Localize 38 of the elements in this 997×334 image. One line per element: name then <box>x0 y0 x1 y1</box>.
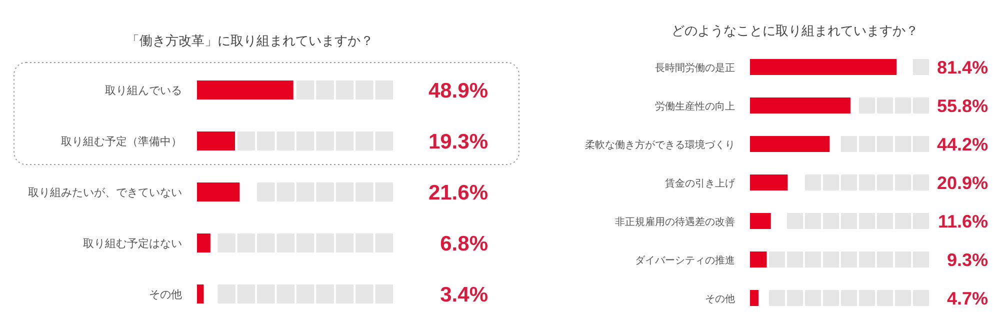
category-label: 非正規雇用の待遇差の改善 <box>615 217 735 228</box>
bar <box>750 174 788 190</box>
bar <box>750 252 767 268</box>
data-label: 4.7% <box>946 288 988 308</box>
bar <box>197 284 204 304</box>
data-label: 20.9% <box>936 172 988 193</box>
bar <box>197 182 240 202</box>
chart-title: どのようなことに取り組まれていますか？ <box>672 23 918 38</box>
category-label: 賃金の引き上げ <box>665 178 735 190</box>
data-label: 21.6% <box>428 182 488 205</box>
bar <box>197 234 210 252</box>
data-label: 6.8% <box>440 232 488 256</box>
category-label: その他 <box>149 289 182 301</box>
bar <box>750 59 897 75</box>
bar <box>750 98 850 114</box>
data-label: 55.8% <box>936 96 988 116</box>
chart-title: 「働き方改革」に取り組まれていますか？ <box>126 33 374 48</box>
category-label: 取り組む予定（準備中） <box>61 136 182 148</box>
data-label: 9.3% <box>946 250 988 270</box>
bar <box>750 213 771 229</box>
category-label: 取り組む予定はない <box>83 238 182 250</box>
data-label: 44.2% <box>936 134 988 154</box>
bar <box>750 290 758 306</box>
category-label: 労働生産性の向上 <box>655 102 735 112</box>
bar <box>750 136 830 152</box>
category-label: ダイバーシティの推進 <box>635 256 735 266</box>
bar <box>197 132 236 150</box>
data-label: 48.9% <box>428 80 488 103</box>
data-label: 11.6% <box>938 211 988 232</box>
data-label: 19.3% <box>428 130 488 154</box>
data-label: 3.4% <box>440 284 488 307</box>
category-label: その他 <box>705 294 735 305</box>
category-label: 長時間労働の是正 <box>655 63 735 74</box>
bar <box>197 80 294 100</box>
data-label: 81.4% <box>936 57 988 78</box>
category-label: 柔軟な働き方ができる環境づくり <box>585 140 735 151</box>
category-label: 取り組んでいる <box>105 85 182 97</box>
category-label: 取り組みたいが、できていない <box>28 187 182 199</box>
